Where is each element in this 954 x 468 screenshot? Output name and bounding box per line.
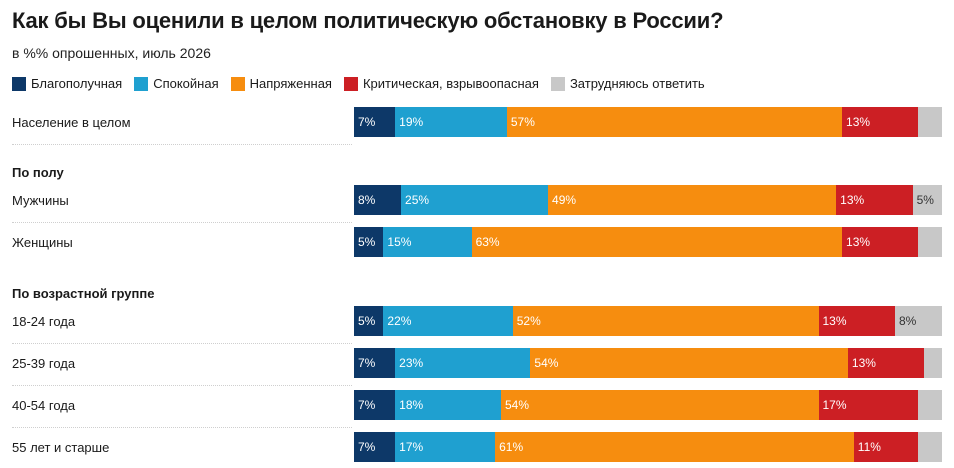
bar-segment-calm: 15% bbox=[383, 227, 472, 257]
bar-segment-tense: 57% bbox=[506, 107, 843, 137]
bar-segment-favorable: 8% bbox=[354, 185, 402, 215]
bar-segment-favorable: 5% bbox=[354, 306, 384, 336]
row-divider bbox=[12, 385, 352, 387]
bar-segment-undecided bbox=[918, 227, 942, 257]
row-divider bbox=[12, 222, 352, 224]
legend-item-undecided: Затрудняюсь ответить bbox=[550, 76, 705, 91]
bar-segment-tense: 54% bbox=[530, 348, 848, 378]
legend: Благополучная Спокойная Напряженная Крит… bbox=[12, 76, 717, 91]
bar-row-age-55-plus: 7% 17% 61% 11% bbox=[354, 432, 942, 462]
legend-label-critical: Критическая, взрывоопасная bbox=[362, 76, 539, 91]
legend-label-calm: Спокойная bbox=[153, 76, 219, 91]
row-label-total: Население в целом bbox=[12, 115, 131, 130]
bar-segment-critical: 13% bbox=[836, 185, 913, 215]
row-label-age-25-39: 25-39 года bbox=[12, 356, 76, 371]
legend-item-calm: Спокойная bbox=[134, 76, 219, 91]
bar-row-total: 7% 19% 57% 13% bbox=[354, 107, 942, 137]
bar-row-age-40-54: 7% 18% 54% 17% bbox=[354, 390, 942, 420]
row-divider bbox=[12, 427, 352, 429]
bar-segment-calm: 18% bbox=[395, 390, 501, 420]
bar-segment-undecided: 5% bbox=[912, 185, 942, 215]
chart-title: Как бы Вы оценили в целом политическую о… bbox=[12, 8, 724, 33]
bar-row-women: 5% 15% 63% 13% bbox=[354, 227, 942, 257]
bar-segment-critical: 13% bbox=[842, 227, 919, 257]
legend-swatch-undecided bbox=[550, 76, 565, 91]
row-divider bbox=[12, 144, 352, 146]
legend-swatch-critical bbox=[343, 76, 358, 91]
bar-row-men: 8% 25% 49% 13% 5% bbox=[354, 185, 942, 215]
bar-segment-tense: 61% bbox=[495, 432, 854, 462]
bar-segment-favorable: 7% bbox=[354, 432, 396, 462]
bar-segment-calm: 22% bbox=[383, 306, 513, 336]
legend-swatch-tense bbox=[230, 76, 245, 91]
bar-segment-calm: 19% bbox=[395, 107, 507, 137]
row-label-age-18-24: 18-24 года bbox=[12, 314, 76, 329]
bar-segment-undecided: 8% bbox=[894, 306, 942, 336]
bar-segment-critical: 11% bbox=[853, 432, 919, 462]
bar-segment-favorable: 7% bbox=[354, 107, 396, 137]
bar-segment-tense: 49% bbox=[548, 185, 837, 215]
bar-segment-tense: 63% bbox=[471, 227, 843, 257]
chart-subtitle: в %% опрошенных, июль 2026 bbox=[12, 45, 211, 61]
bar-segment-favorable: 5% bbox=[354, 227, 384, 257]
bar-segment-critical: 13% bbox=[847, 348, 925, 378]
bar-segment-favorable: 7% bbox=[354, 348, 396, 378]
legend-item-tense: Напряженная bbox=[230, 76, 332, 91]
bar-segment-undecided bbox=[924, 348, 942, 378]
bar-segment-calm: 17% bbox=[395, 432, 496, 462]
bar-segment-undecided bbox=[918, 390, 942, 420]
legend-label-tense: Напряженная bbox=[249, 76, 332, 91]
bar-row-age-18-24: 5% 22% 52% 13% 8% bbox=[354, 306, 942, 336]
legend-swatch-calm bbox=[134, 76, 149, 91]
row-label-age-55-plus: 55 лет и старше bbox=[12, 440, 110, 455]
row-label-age-40-54: 40-54 года bbox=[12, 398, 76, 413]
bar-segment-favorable: 7% bbox=[354, 390, 396, 420]
row-label-women: Женщины bbox=[12, 235, 73, 250]
bar-row-age-25-39: 7% 23% 54% 13% bbox=[354, 348, 942, 378]
bar-segment-undecided bbox=[918, 432, 942, 462]
bar-segment-critical: 17% bbox=[818, 390, 919, 420]
bar-segment-critical: 13% bbox=[842, 107, 919, 137]
bar-segment-critical: 13% bbox=[818, 306, 895, 336]
group-label-age: По возрастной группе bbox=[12, 286, 155, 301]
group-label-sex: По полу bbox=[12, 165, 64, 180]
bar-segment-tense: 52% bbox=[512, 306, 819, 336]
legend-label-favorable: Благополучная bbox=[31, 76, 123, 91]
bar-segment-tense: 54% bbox=[500, 390, 819, 420]
bar-segment-calm: 23% bbox=[395, 348, 531, 378]
bar-segment-calm: 25% bbox=[401, 185, 549, 215]
legend-swatch-favorable bbox=[12, 76, 26, 91]
legend-label-undecided: Затрудняюсь ответить bbox=[569, 76, 705, 91]
bar-segment-undecided bbox=[918, 107, 942, 137]
row-divider bbox=[12, 343, 352, 345]
legend-item-favorable: Благополучная bbox=[12, 76, 122, 91]
row-label-men: Мужчины bbox=[12, 193, 69, 208]
legend-item-critical: Критическая, взрывоопасная bbox=[343, 76, 539, 91]
